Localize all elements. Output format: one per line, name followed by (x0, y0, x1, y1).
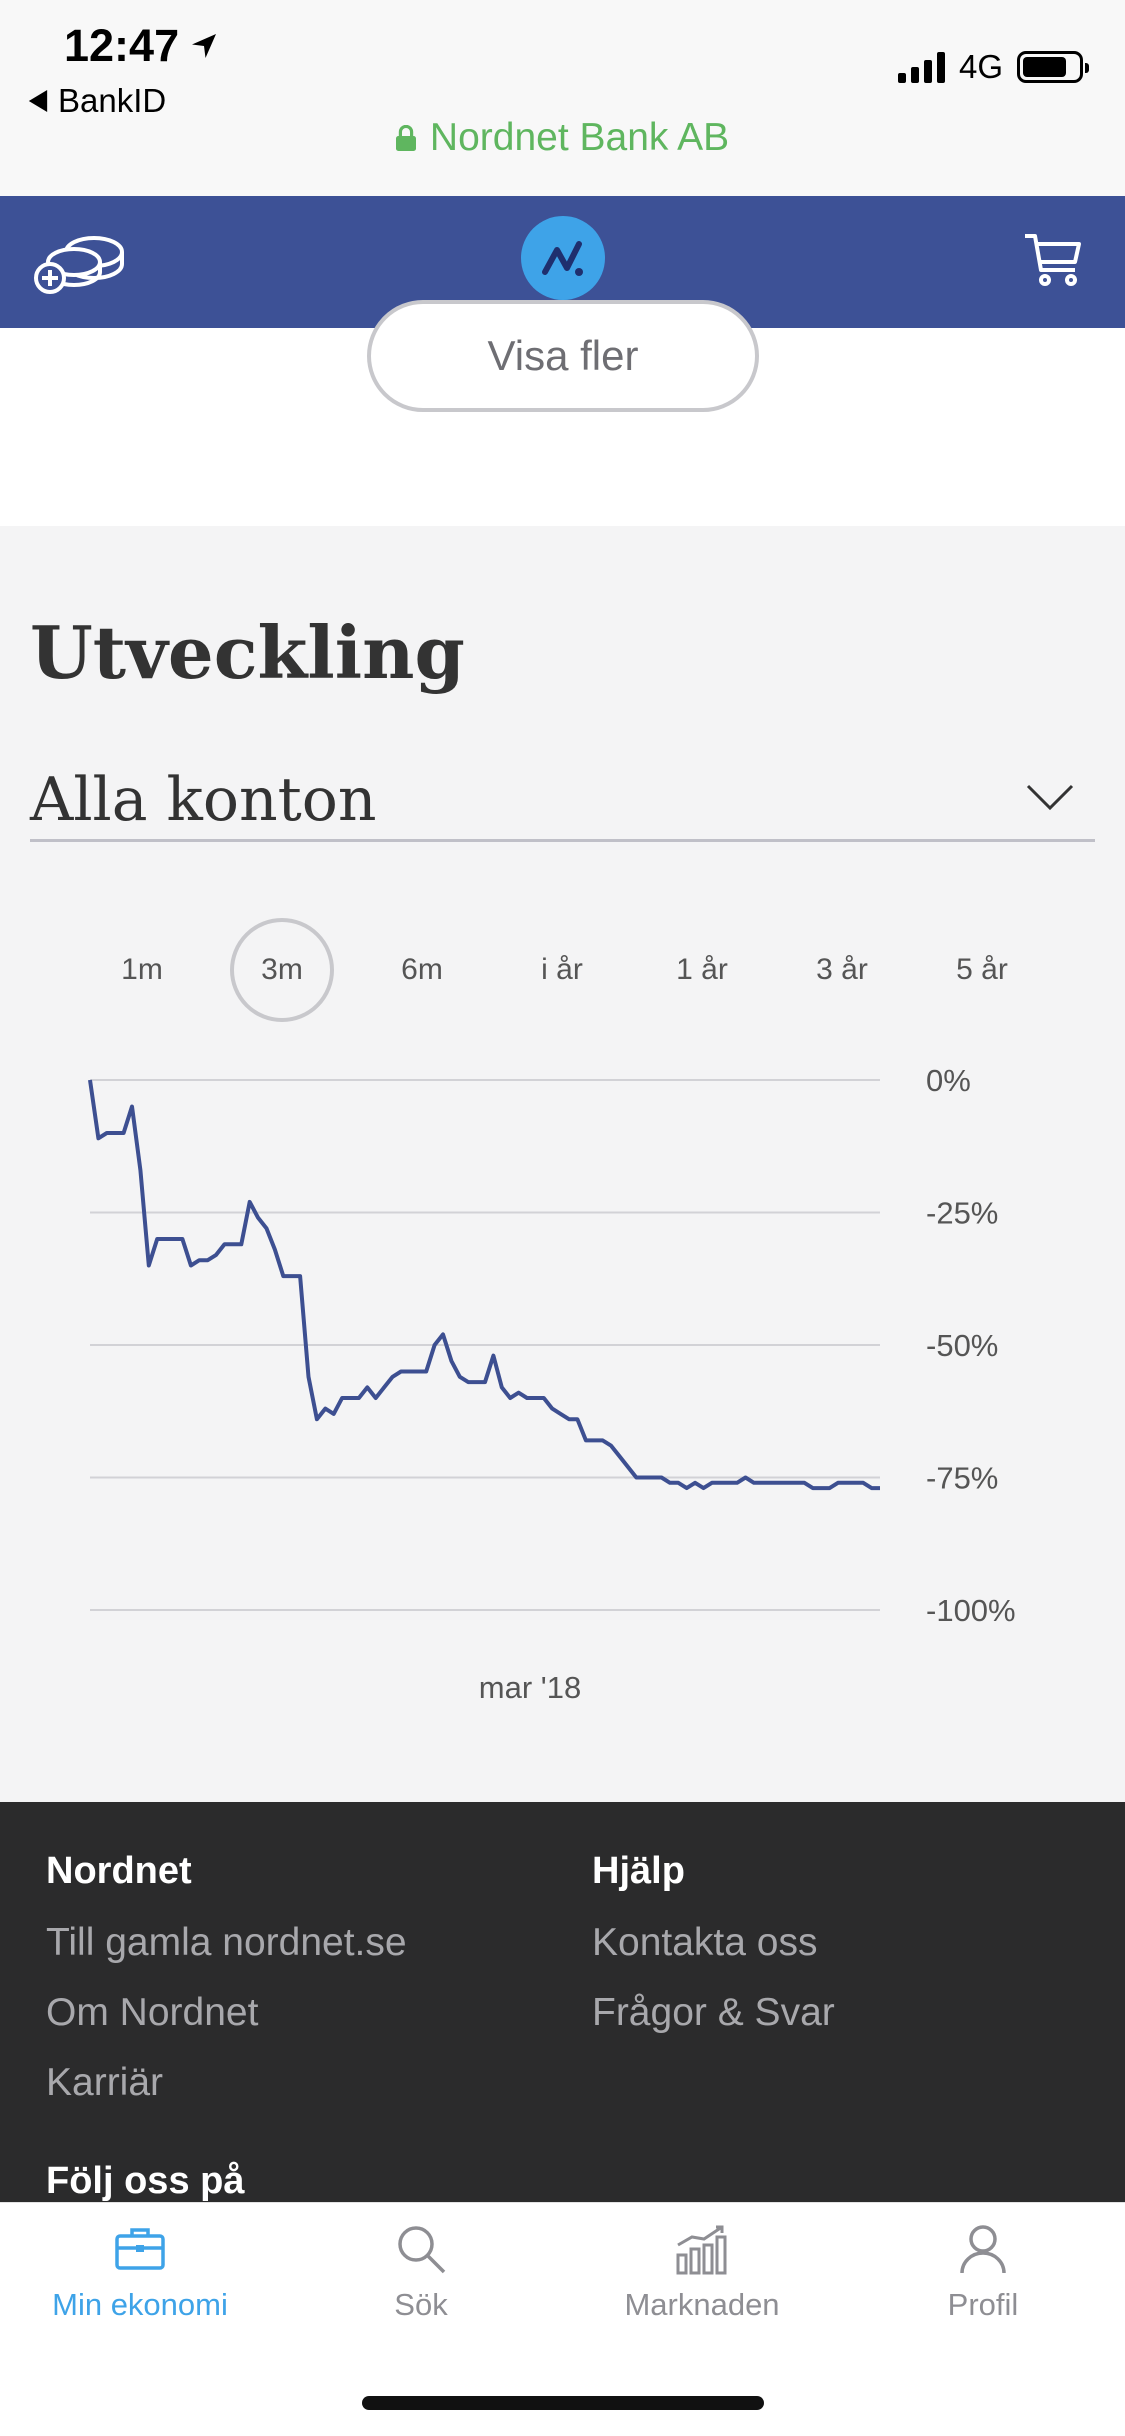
status-indicators: 4G (897, 48, 1089, 86)
clock: 12:47 (64, 20, 219, 72)
nordnet-n-logo-icon (542, 241, 583, 276)
tab-label: Marknaden (624, 2287, 780, 2322)
tab-label: Profil (947, 2287, 1019, 2322)
x-axis-label: mar '18 (479, 1670, 581, 1705)
footer: Nordnet Till gamla nordnet.se Om Nordnet… (0, 1802, 1125, 2202)
y-tick-label: 0% (926, 1063, 971, 1098)
address-bar[interactable]: Nordnet Bank AB (0, 116, 1125, 160)
back-to-app-button[interactable]: BankID (28, 82, 166, 120)
search-icon (398, 2226, 446, 2274)
footer-link[interactable]: Till gamla nordnet.se (46, 1921, 407, 1964)
profile-icon (960, 2225, 1006, 2274)
footer-col-nordnet: Nordnet Till gamla nordnet.se Om Nordnet… (46, 1850, 407, 2131)
tab-min-ekonomi[interactable]: Min ekonomi (0, 2217, 280, 2323)
chevron-down-icon (1026, 784, 1074, 811)
tab-sok[interactable]: Sök (281, 2217, 561, 2323)
y-tick-label: -100% (926, 1593, 1016, 1628)
period-option[interactable]: i år (541, 953, 583, 986)
tab-label: Min ekonomi (52, 2287, 228, 2322)
footer-col-help: Hjälp Kontakta oss Frågor & Svar (592, 1850, 835, 2061)
footer-link[interactable]: Om Nordnet (46, 1991, 259, 2034)
coins-plus-icon (34, 236, 124, 294)
section-title: Utveckling (30, 610, 465, 695)
period-option[interactable]: 6m (401, 953, 443, 986)
follow-us-heading: Följ oss på (46, 2160, 245, 2202)
period-option[interactable]: 3 år (816, 953, 868, 986)
cart-icon (1025, 234, 1081, 286)
period-option[interactable]: 1m (121, 953, 163, 986)
tab-label: Sök (394, 2287, 448, 2322)
footer-link[interactable]: Frågor & Svar (592, 1991, 835, 2034)
performance-chart: 0% -25% -50% -75% -100% mar '18 (88, 1063, 1016, 1705)
market-chart-icon (676, 2225, 727, 2275)
briefcase-icon (115, 2228, 165, 2270)
period-selector: 1m 3m 6m i år 1 år 3 år 5 år (72, 918, 1072, 1022)
home-indicator (362, 2396, 764, 2410)
period-option[interactable]: 1 år (676, 953, 728, 986)
battery-icon (1017, 51, 1089, 83)
tab-profil[interactable]: Profil (843, 2217, 1123, 2323)
time-text: 12:47 (64, 20, 180, 71)
network-type: 4G (958, 48, 1003, 85)
lock-icon (395, 125, 416, 151)
back-app-label: BankID (58, 82, 167, 119)
period-option[interactable]: 5 år (956, 953, 1008, 986)
footer-link[interactable]: Kontakta oss (592, 1921, 818, 1964)
nordnet-logo[interactable] (521, 216, 605, 300)
account-select-value: Alla konton (30, 765, 377, 835)
tab-marknaden[interactable]: Marknaden (562, 2217, 842, 2323)
y-tick-label: -50% (926, 1328, 998, 1363)
performance-line (88, 1079, 880, 1491)
account-select[interactable]: Alla konton (30, 760, 1095, 842)
footer-link[interactable]: Karriär (46, 2061, 164, 2104)
footer-heading: Hjälp (592, 1850, 685, 1892)
cart-button[interactable] (1021, 228, 1085, 297)
location-arrow-icon (192, 34, 217, 58)
y-tick-label: -75% (926, 1461, 998, 1496)
footer-heading: Nordnet (46, 1850, 192, 1892)
show-more-button[interactable]: Visa fler (367, 300, 759, 412)
url-text: Nordnet Bank AB (429, 116, 730, 159)
cellular-signal-icon (897, 51, 945, 83)
status-bar: 12:47 BankID 4G Nordnet Bank AB (0, 0, 1125, 196)
y-tick-label: -25% (926, 1196, 998, 1231)
deposit-coins-button[interactable] (32, 232, 128, 301)
period-option[interactable]: 3m (230, 918, 334, 1022)
back-triangle-icon (28, 90, 48, 112)
